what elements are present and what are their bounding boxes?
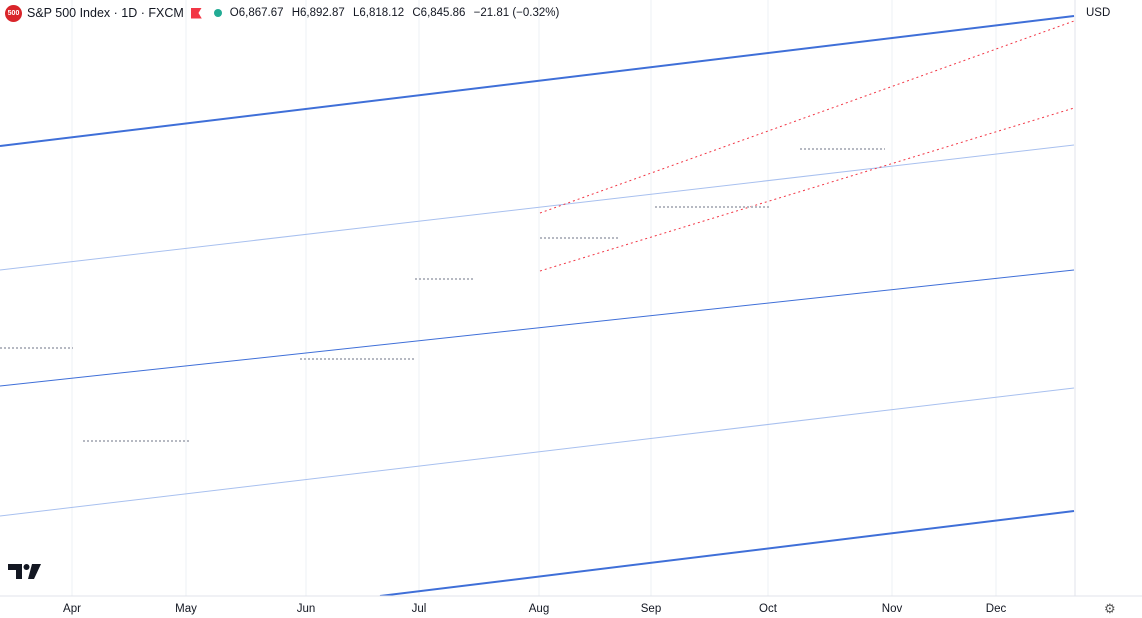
close-value: 6,845.86 bbox=[420, 7, 466, 19]
open-label: O bbox=[229, 7, 239, 19]
price-axis: 7,000.006,800.006,600.006,400.006,200.00… bbox=[1074, 0, 1142, 618]
change-value: −21.81 (−0.32%) bbox=[473, 7, 560, 19]
x-tick-label: Nov bbox=[882, 603, 903, 615]
upper-trendline bbox=[0, 15, 1075, 147]
symbol-logo-icon: 500 bbox=[5, 4, 22, 22]
trendlines bbox=[0, 15, 1075, 597]
x-tick-label: May bbox=[175, 603, 197, 615]
high-label: H bbox=[291, 7, 301, 19]
settings-gear-icon[interactable]: ⚙ bbox=[1104, 601, 1116, 616]
time-axis: Apr May Jun Jul Aug Sep Oct Nov Dec bbox=[0, 595, 1142, 618]
grid bbox=[71, 0, 997, 596]
x-tick-label: Jun bbox=[297, 603, 316, 615]
channel-lower bbox=[539, 107, 1075, 272]
x-tick-label: Sep bbox=[641, 603, 661, 615]
x-tick-label: Jul bbox=[412, 603, 427, 615]
x-tick-label: Aug bbox=[529, 603, 549, 615]
lower-trendline bbox=[379, 510, 1075, 597]
x-tick-label: Apr bbox=[63, 603, 81, 615]
symbol-title[interactable]: S&P 500 Index · 1D · FXCM bbox=[27, 6, 184, 20]
x-tick-label: Oct bbox=[759, 603, 778, 615]
light-trendline-upper bbox=[0, 144, 1075, 271]
price-axis-bg bbox=[1075, 0, 1142, 618]
low-label: L bbox=[352, 7, 360, 19]
symbol-header: 500 S&P 500 Index · 1D · FXCM O6,867.67 … bbox=[0, 0, 559, 26]
mid-trendline bbox=[0, 269, 1075, 387]
open-value: 6,867.67 bbox=[238, 7, 284, 19]
close-label: C bbox=[412, 7, 421, 19]
tradingview-logo-icon[interactable] bbox=[8, 562, 42, 580]
time-axis-bg bbox=[0, 596, 1075, 618]
market-status-icon bbox=[213, 9, 222, 17]
high-value: 6,892.87 bbox=[300, 7, 345, 19]
ohlc-readout: O6,867.67 H6,892.87 L6,818.12 C6,845.86 … bbox=[230, 7, 560, 19]
low-value: 6,818.12 bbox=[359, 7, 405, 19]
currency-button[interactable]: USD bbox=[1079, 0, 1142, 26]
flag-icon[interactable] bbox=[190, 7, 202, 19]
channel-upper bbox=[539, 20, 1075, 214]
x-tick-label: Dec bbox=[986, 603, 1007, 615]
light-trendline-lower bbox=[0, 387, 1075, 517]
